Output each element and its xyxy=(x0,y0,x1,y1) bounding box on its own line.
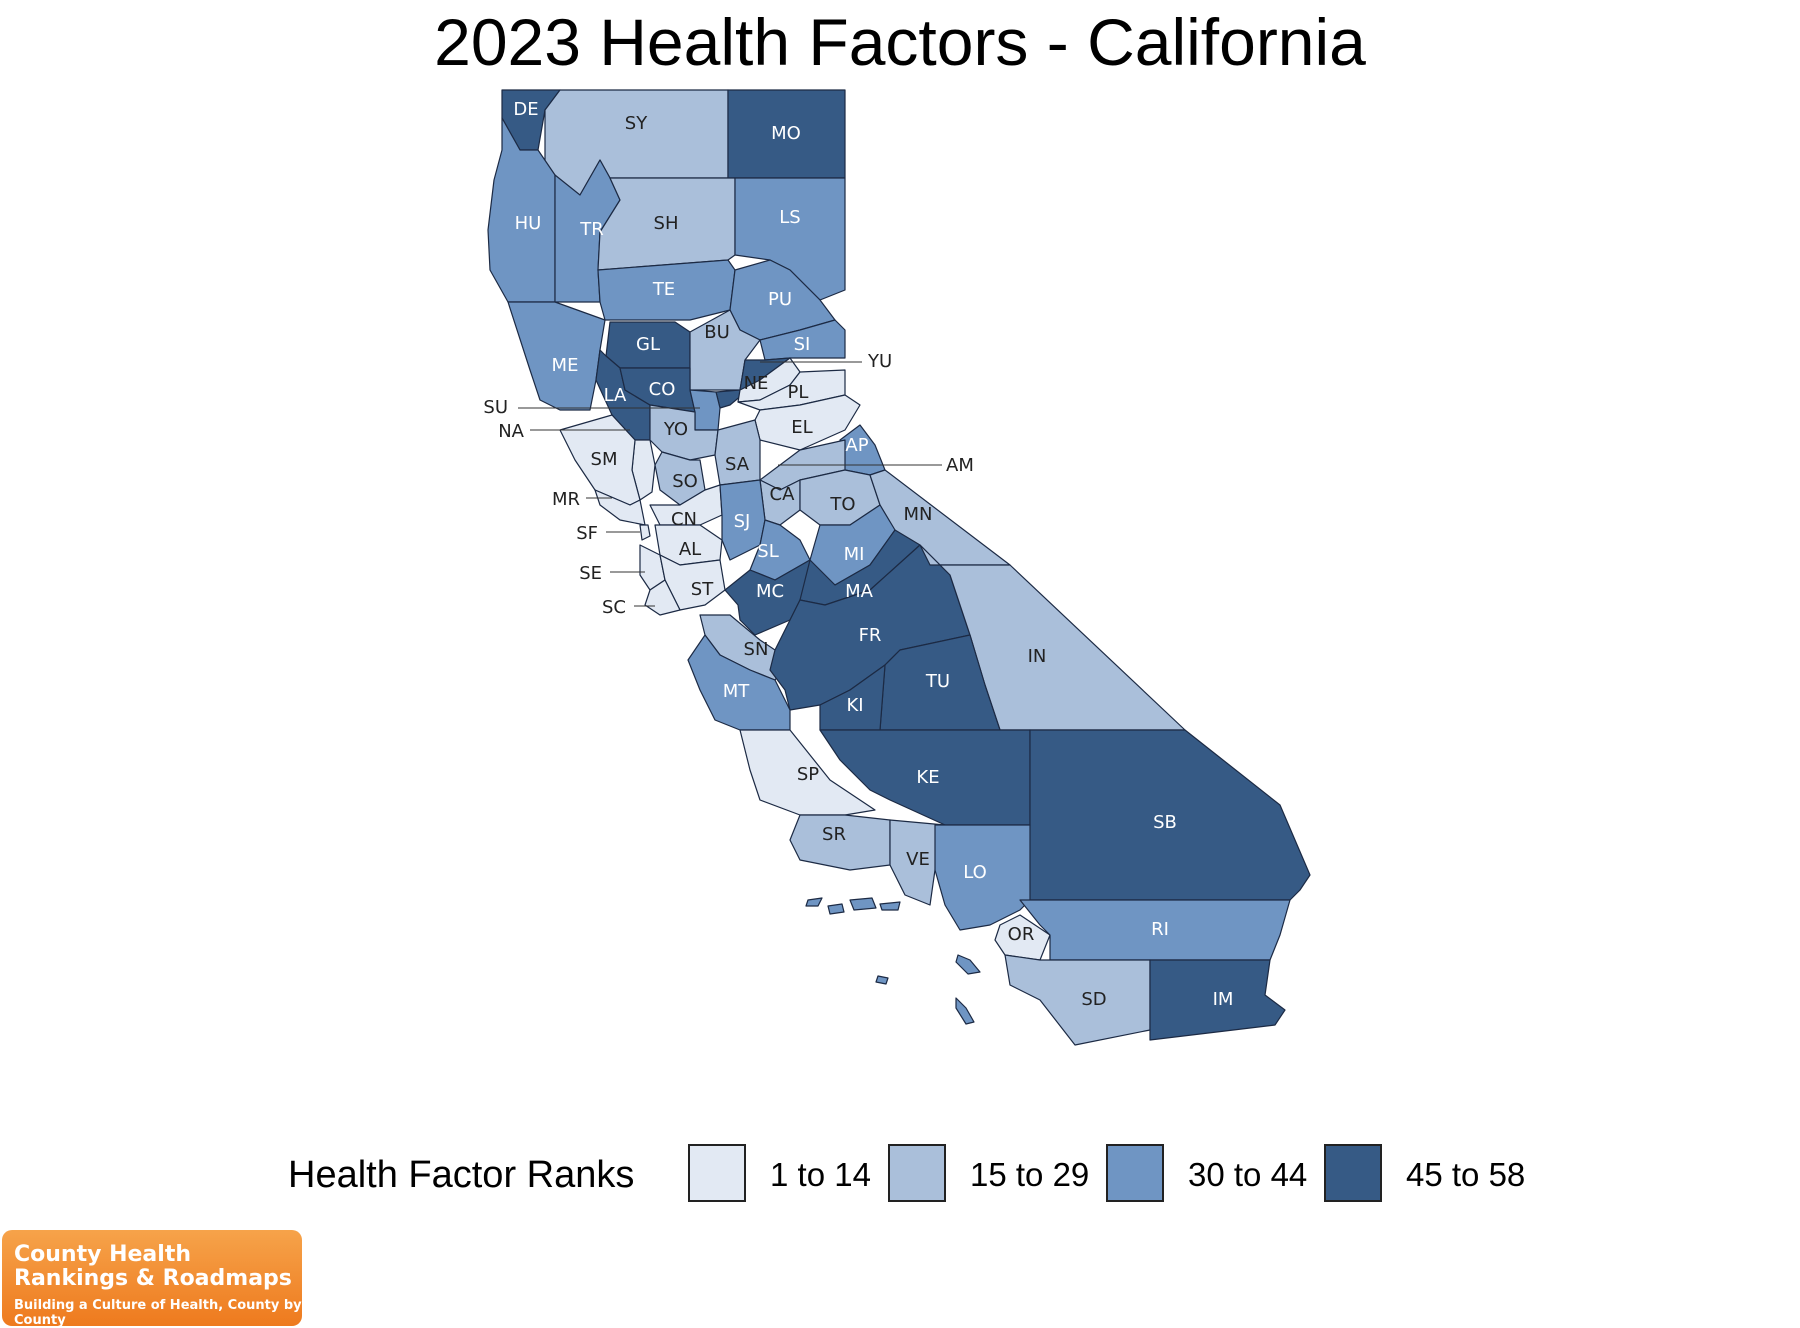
channel-island xyxy=(827,903,845,915)
county-label-ls: LS xyxy=(779,207,800,228)
county-label-mn: MN xyxy=(904,504,933,525)
county-sd[interactable] xyxy=(1004,954,1151,1046)
logo-tagline: Building a Culture of Health, County by … xyxy=(14,1298,302,1328)
county-label-de: DE xyxy=(513,99,538,120)
county-label-pu: PU xyxy=(768,289,792,310)
county-label-sp: SP xyxy=(797,764,819,785)
channel-island xyxy=(805,897,823,907)
county-label-sh: SH xyxy=(654,213,679,234)
county-label-ca: CA xyxy=(770,484,796,505)
county-label-el: EL xyxy=(791,417,812,438)
county-label-sj: SJ xyxy=(734,511,751,532)
county-label-hu: HU xyxy=(515,213,542,234)
county-lo[interactable] xyxy=(934,824,1031,931)
county-label-la: LA xyxy=(604,385,627,406)
county-health-rankings-logo[interactable]: County Health Rankings & Roadmaps Buildi… xyxy=(2,1230,302,1328)
county-label-al: AL xyxy=(679,539,701,560)
county-label-sl: SL xyxy=(757,541,778,562)
county-label-ki: KI xyxy=(846,695,863,716)
county-label-sf: SF xyxy=(576,523,598,544)
county-label-sc: SC xyxy=(602,597,626,618)
county-label-mi: MI xyxy=(844,544,865,565)
map-title: 2023 Health Factors - California xyxy=(434,5,1366,79)
legend: Health Factor Ranks 1 to 14 15 to 29 30 … xyxy=(0,1134,1800,1210)
county-label-bu: BU xyxy=(704,322,730,343)
county-label-mo: MO xyxy=(771,123,801,144)
legend-swatch xyxy=(688,1144,746,1202)
county-label-yo: YO xyxy=(663,419,688,440)
county-sp[interactable] xyxy=(739,729,876,816)
county-sr[interactable] xyxy=(789,814,891,871)
county-sf[interactable] xyxy=(639,524,651,541)
county-label-lo: LO xyxy=(963,862,987,883)
county-label-sb: SB xyxy=(1153,812,1177,833)
county-label-sn: SN xyxy=(744,639,769,660)
county-sj[interactable] xyxy=(719,479,766,561)
legend-title: Health Factor Ranks xyxy=(288,1154,635,1196)
county-label-co: CO xyxy=(649,379,676,400)
logo-line1: County Health xyxy=(14,1242,191,1267)
county-label-sy: SY xyxy=(625,113,648,134)
county-label-ri: RI xyxy=(1151,919,1169,940)
county-im[interactable] xyxy=(1149,959,1286,1041)
legend-swatch xyxy=(1324,1144,1382,1202)
county-label-cn: CN xyxy=(671,509,697,530)
county-label-fr: FR xyxy=(859,625,882,646)
county-label-yu: YU xyxy=(867,351,892,372)
county-label-mt: MT xyxy=(723,681,751,702)
county-label-ap: AP xyxy=(845,435,868,456)
county-label-sr: SR xyxy=(822,824,846,845)
county-label-ne: NE xyxy=(744,373,769,394)
county-label-sd: SD xyxy=(1081,989,1106,1010)
channel-island xyxy=(875,975,889,985)
county-label-te: TE xyxy=(652,279,675,300)
legend-swatch xyxy=(1106,1144,1164,1202)
county-label-am: AM xyxy=(946,455,974,476)
county-label-or: OR xyxy=(1008,924,1035,945)
county-label-mr: MR xyxy=(552,489,580,510)
county-label-me: ME xyxy=(552,355,579,376)
county-label-in: IN xyxy=(1028,646,1047,667)
county-label-ve: VE xyxy=(906,849,930,870)
county-label-tr: TR xyxy=(579,219,604,240)
california-county-map: DE SY MO HU TR SH LS TE PU ME GL BU SI YU LA CO NE PL SU NA… xyxy=(483,89,1311,1046)
legend-label: 15 to 29 xyxy=(970,1156,1090,1193)
county-label-im: IM xyxy=(1213,989,1234,1010)
county-ki[interactable] xyxy=(819,664,886,731)
legend-swatch xyxy=(888,1144,946,1202)
county-te[interactable] xyxy=(597,259,736,321)
county-label-ke: KE xyxy=(916,767,939,788)
legend-label: 45 to 58 xyxy=(1406,1156,1526,1193)
county-label-sm: SM xyxy=(591,449,618,470)
county-label-si: SI xyxy=(794,334,811,355)
county-label-sa: SA xyxy=(725,454,750,475)
county-label-se: SE xyxy=(579,563,602,584)
county-label-su: SU xyxy=(483,397,508,418)
channel-island xyxy=(955,997,975,1025)
county-label-st: ST xyxy=(691,579,714,600)
channel-island xyxy=(955,954,981,975)
county-label-na: NA xyxy=(498,421,524,442)
legend-label: 30 to 44 xyxy=(1188,1156,1308,1193)
legend-label: 1 to 14 xyxy=(770,1156,871,1193)
logo-line2: Rankings & Roadmaps xyxy=(14,1266,292,1291)
county-label-so: SO xyxy=(672,471,698,492)
county-me[interactable] xyxy=(507,301,606,411)
county-label-mc: MC xyxy=(756,581,784,602)
channel-island xyxy=(849,897,877,911)
county-label-pl: PL xyxy=(788,382,809,403)
county-sa[interactable] xyxy=(714,419,761,486)
county-label-tu: TU xyxy=(925,671,950,692)
county-label-gl: GL xyxy=(636,334,660,355)
channel-island xyxy=(879,901,901,911)
county-label-to: TO xyxy=(829,494,855,515)
county-label-ma: MA xyxy=(845,581,874,602)
